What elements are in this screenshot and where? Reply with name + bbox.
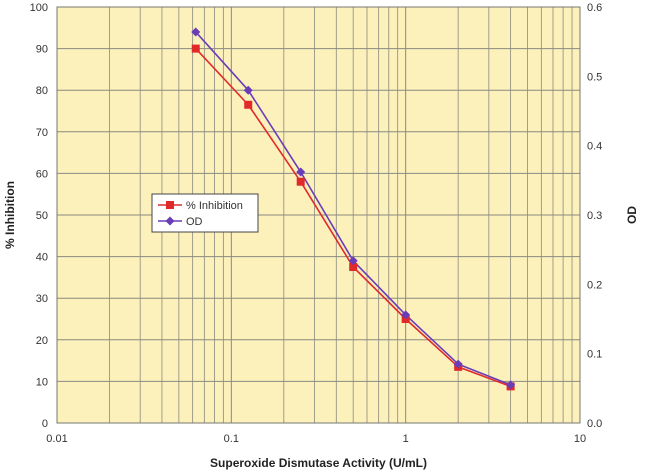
legend-label: OD	[186, 216, 203, 228]
data-point-0	[191, 44, 200, 53]
x-tick-label: 1	[403, 433, 409, 445]
x-tick-label: 0.1	[224, 433, 239, 445]
y2-tick-label: 0.3	[587, 210, 602, 222]
tick-labels: 0.01 0.1 1 1001020304050607080901000.00.10.…	[30, 2, 603, 445]
legend: % Inhibition OD	[151, 193, 259, 233]
y-tick-label: 30	[36, 293, 48, 305]
y-tick-label: 0	[42, 418, 48, 430]
series-markers	[191, 27, 516, 391]
data-point-1	[401, 310, 411, 320]
legend-box	[151, 193, 259, 233]
y-tick-label: 90	[36, 44, 48, 56]
y-tick-label: 50	[36, 210, 48, 222]
data-point-0	[349, 263, 358, 271]
y-axis-label: % Inhibition	[3, 181, 17, 249]
data-point-1	[348, 256, 358, 266]
x-tick-label: 0.01	[46, 433, 67, 445]
y-tick-label: 10	[36, 376, 48, 388]
data-point-1	[243, 85, 253, 95]
x-axis-label: Superoxide Dismutase Activity (U/mL)	[210, 456, 427, 470]
y-tick-label: 40	[36, 252, 48, 264]
y2-tick-label: 0.5	[587, 71, 602, 83]
y2-tick-label: 0.2	[587, 279, 602, 291]
data-point-1	[191, 27, 201, 37]
y-tick-label: 60	[36, 168, 48, 180]
y2-tick-label: 0.0	[587, 418, 602, 430]
y2-tick-label: 0.1	[587, 349, 602, 361]
data-point-0	[244, 100, 253, 109]
y-tick-label: 20	[36, 335, 48, 347]
y2-axis-label: OD	[625, 206, 639, 224]
y2-tick-label: 0.6	[587, 2, 602, 14]
data-point-1	[453, 359, 463, 369]
y-tick-label: 100	[30, 2, 48, 14]
plot-frame	[56, 6, 581, 424]
x-tick-label: 10	[574, 433, 586, 445]
y2-tick-label: 0.4	[587, 141, 602, 153]
y-tick-label: 80	[36, 85, 48, 97]
data-point-0	[296, 177, 305, 186]
y-tick-label: 70	[36, 127, 48, 139]
legend-label: % Inhibition	[186, 200, 243, 212]
data-point-1	[296, 167, 306, 177]
data-point-1	[506, 380, 516, 390]
legend-marker	[166, 201, 174, 209]
legend-marker	[165, 216, 175, 226]
